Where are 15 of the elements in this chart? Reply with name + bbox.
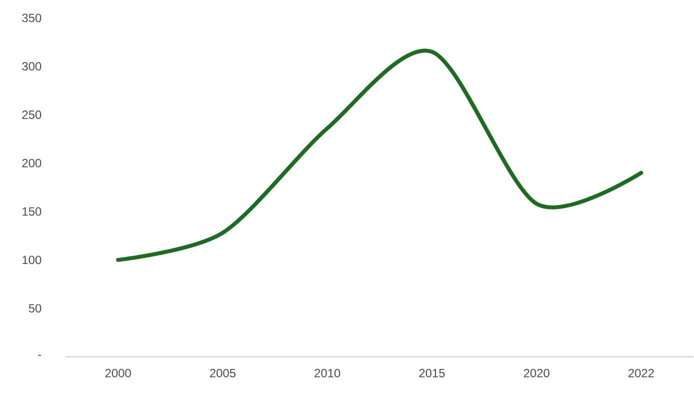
x-tick-label: 2005 [210, 369, 236, 378]
x-tick-label: 2022 [628, 369, 654, 378]
x-tick-label: 2010 [314, 369, 340, 378]
x-tick-label: 2015 [419, 369, 445, 378]
line-series [116, 49, 644, 262]
y-tick-label: 350 [22, 14, 42, 22]
y-tick-label: 200 [22, 159, 42, 168]
y-tick-label: 250 [22, 110, 42, 120]
y-tick-label: 100 [22, 256, 42, 264]
x-tick-label: 2020 [524, 369, 550, 378]
y-tick-label: - [38, 355, 42, 356]
y-tick-label: 150 [22, 208, 42, 216]
y-tick-label: 300 [22, 62, 42, 71]
y-tick-label: 50 [28, 304, 42, 313]
x-tick-label: 2000 [105, 369, 131, 378]
